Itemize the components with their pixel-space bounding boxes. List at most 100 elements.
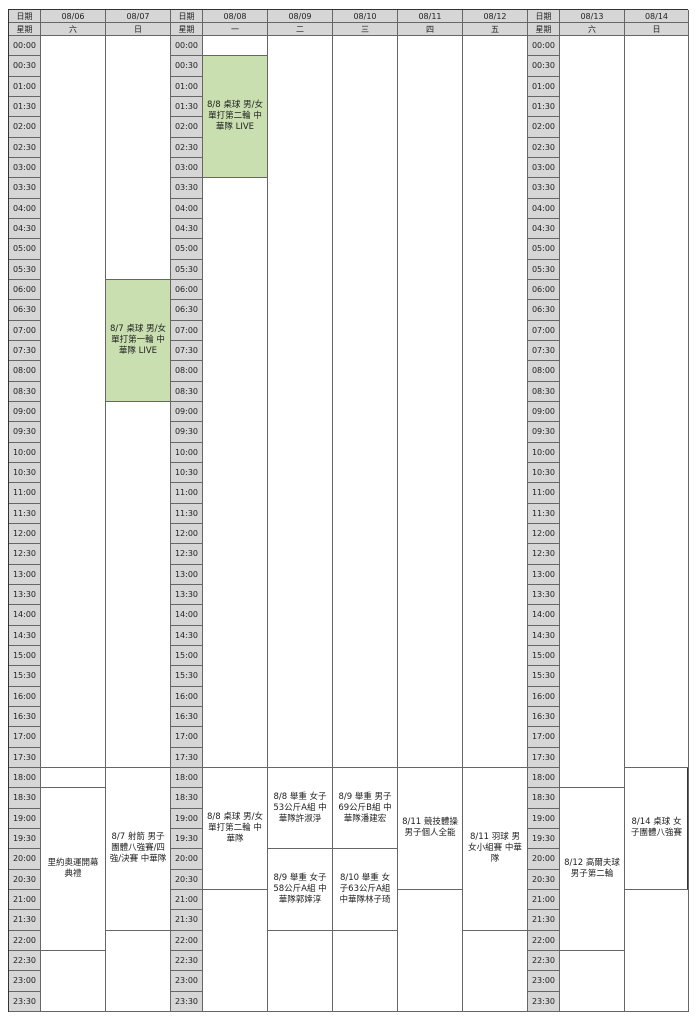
weekday-label-cell: 星期 <box>9 23 41 36</box>
empty-slot <box>268 36 333 768</box>
time-slot-cell: 10:00 <box>9 442 41 463</box>
time-slot-cell: 05:30 <box>528 259 560 280</box>
time-slot-cell: 21:30 <box>171 910 203 931</box>
time-slot-cell: 02:00 <box>9 117 41 138</box>
date-label-cell: 日期 <box>171 10 203 23</box>
time-slot-cell: 20:30 <box>9 869 41 890</box>
time-slot-cell: 07:30 <box>528 340 560 362</box>
empty-slot <box>41 950 106 1012</box>
time-slot-cell: 14:00 <box>528 605 560 626</box>
program-block[interactable]: 8/11 羽球 男女小組賽 中華隊 <box>463 767 528 931</box>
time-slot-cell: 12:00 <box>528 523 560 545</box>
time-slot-cell: 10:00 <box>528 442 560 463</box>
time-slot-cell: 14:00 <box>9 605 41 626</box>
time-slot-cell: 22:00 <box>528 930 560 951</box>
time-slot-cell: 03:00 <box>528 157 560 179</box>
program-block[interactable]: 8/11 競技體操 男子個人全能 <box>398 767 463 890</box>
program-block[interactable]: 8/7 射箭 男子團體八強賽/四強/決賽 中華隊 <box>106 767 171 931</box>
time-slot-cell: 05:30 <box>9 259 41 280</box>
time-slot-cell: 01:00 <box>528 76 560 97</box>
time-slot-cell: 10:30 <box>171 462 203 484</box>
empty-slot <box>625 889 689 1012</box>
time-slot-cell: 02:30 <box>9 137 41 158</box>
time-slot-cell: 23:30 <box>9 991 41 1012</box>
empty-slot <box>106 401 171 768</box>
program-title: 8/7 射箭 男子團體八強賽/四強/決賽 中華隊 <box>109 832 167 865</box>
time-slot-cell: 20:30 <box>171 869 203 890</box>
time-slot-cell: 03:00 <box>9 157 41 179</box>
day-date-header: 08/13 <box>560 10 625 23</box>
time-slot-cell: 01:00 <box>171 76 203 97</box>
time-slot-cell: 12:00 <box>171 523 203 545</box>
time-slot-cell: 13:30 <box>9 584 41 606</box>
time-slot-cell: 14:30 <box>9 625 41 646</box>
time-slot-cell: 17:30 <box>528 747 560 768</box>
time-slot-cell: 22:00 <box>9 930 41 951</box>
time-slot-cell: 22:30 <box>528 950 560 972</box>
time-slot-cell: 17:30 <box>171 747 203 768</box>
empty-slot <box>398 889 463 1012</box>
time-slot-cell: 16:00 <box>9 686 41 707</box>
time-slot-cell: 07:00 <box>9 320 41 341</box>
program-block[interactable]: 8/8 桌球 男/女單打第二輪 中華隊 <box>203 767 268 890</box>
time-slot-cell: 02:00 <box>171 117 203 138</box>
empty-slot <box>333 930 398 1012</box>
day-weekday-header: 五 <box>463 23 528 36</box>
time-slot-cell: 05:30 <box>171 259 203 280</box>
time-slot-cell: 18:30 <box>528 788 560 809</box>
time-slot-cell: 18:00 <box>171 767 203 789</box>
program-block[interactable]: 8/10 舉重 女子63公斤A組 中華隊林子琦 <box>333 849 398 931</box>
empty-slot <box>203 889 268 1012</box>
tv-schedule-table: 日期 星期 00:00 00:30 01:00 01:30 02:00 02:30 03:00 0… <box>8 9 689 1012</box>
time-slot-cell: 22:30 <box>171 950 203 972</box>
program-block[interactable]: 8/9 舉重 女子58公斤A組 中華隊郭婞淳 <box>268 849 333 931</box>
day-weekday-header: 日 <box>625 23 689 36</box>
empty-slot <box>398 36 463 768</box>
time-slot-cell: 04:00 <box>9 198 41 219</box>
time-slot-cell: 23:30 <box>171 991 203 1012</box>
time-slot-cell: 05:00 <box>171 239 203 260</box>
time-slot-cell: 08:00 <box>171 361 203 382</box>
empty-slot <box>203 178 268 768</box>
day-date-header: 08/11 <box>398 10 463 23</box>
time-slot-cell: 06:00 <box>171 279 203 301</box>
program-title: 8/7 桌球 男/女單打第一輪 中華隊 LIVE <box>110 323 166 356</box>
time-slot-cell: 00:00 <box>171 36 203 57</box>
program-block[interactable]: 里約奧運開幕典禮 <box>41 788 106 951</box>
time-slot-cell: 23:00 <box>171 971 203 992</box>
time-slot-cell: 22:00 <box>171 930 203 951</box>
day-date-header: 08/12 <box>463 10 528 23</box>
time-slot-cell: 23:00 <box>9 971 41 992</box>
day-date-header: 08/07 <box>106 10 171 23</box>
time-slot-cell: 19:30 <box>171 828 203 850</box>
time-slot-cell: 09:30 <box>171 422 203 443</box>
time-slot-cell: 10:30 <box>9 462 41 484</box>
time-slot-cell: 14:30 <box>171 625 203 646</box>
day-weekday-header: 三 <box>333 23 398 36</box>
program-block[interactable]: 8/8 舉重 女子53公斤A組 中華隊許淑淨 <box>268 767 333 850</box>
time-slot-cell: 08:30 <box>528 381 560 402</box>
time-slot-cell: 15:30 <box>528 666 560 687</box>
time-slot-cell: 23:30 <box>528 991 560 1012</box>
time-slot-cell: 10:30 <box>528 462 560 484</box>
program-block[interactable]: 8/7 桌球 男/女單打第一輪 中華隊 LIVE <box>106 279 171 402</box>
time-slot-cell: 18:00 <box>9 767 41 789</box>
time-slot-cell: 16:00 <box>528 686 560 707</box>
empty-slot <box>106 36 171 280</box>
time-slot-cell: 09:30 <box>9 422 41 443</box>
program-block[interactable]: 8/12 高爾夫球 男子第二輪 <box>560 788 625 951</box>
program-title: 8/10 舉重 女子63公斤A組 中華隊林子琦 <box>339 872 391 905</box>
program-block[interactable]: 8/14 桌球 女子團體八強賽 <box>625 767 689 890</box>
program-title: 8/8 桌球 男/女單打第二輪 中華隊 <box>207 811 263 844</box>
time-slot-cell: 05:00 <box>528 239 560 260</box>
time-slot-cell: 07:30 <box>171 340 203 362</box>
time-slot-cell: 06:00 <box>9 279 41 301</box>
weekday-label-cell: 星期 <box>528 23 560 36</box>
day-weekday-header: 一 <box>203 23 268 36</box>
program-block[interactable]: 8/8 桌球 男/女單打第二輪 中華隊 LIVE <box>203 56 268 179</box>
time-slot-cell: 19:00 <box>528 808 560 829</box>
day-weekday-header: 二 <box>268 23 333 36</box>
program-block[interactable]: 8/9 舉重 男子69公斤B組 中華隊潘建宏 <box>333 767 398 850</box>
time-slot-cell: 13:30 <box>171 584 203 606</box>
time-slot-cell: 06:30 <box>528 300 560 321</box>
